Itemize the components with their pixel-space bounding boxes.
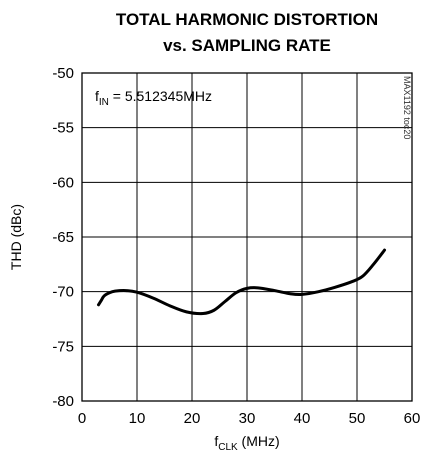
series-layer [97, 248, 386, 316]
y-tick-label: -55 [52, 120, 74, 137]
x-tick-label: 10 [129, 410, 146, 427]
x-tick-label: 20 [184, 410, 201, 427]
grid [82, 73, 412, 401]
y-tick-label: -80 [52, 393, 74, 410]
x-tick-label: 50 [349, 410, 366, 427]
x-axis-label-main: f [214, 433, 218, 449]
y-tick-label: -75 [52, 338, 74, 355]
y-tick-label: -50 [52, 65, 74, 82]
x-tick-label: 60 [404, 410, 421, 427]
plot-frame [81, 72, 413, 402]
y-tick-label: -60 [52, 174, 74, 191]
tick-labels: 0 10 20 30 40 50 60 -50 -55 -60 -65 -70 -75 -80 [52, 65, 420, 427]
x-axis-label-sub: CLK [218, 442, 238, 453]
fin-annotation-text: = 5.512345MHz [109, 88, 212, 104]
x-tick-label: 30 [239, 410, 256, 427]
figure-code: MAX1192 toc20 [402, 76, 412, 139]
x-axis-label-unit: (MHz) [238, 433, 280, 449]
fin-annotation-prefix: f [95, 88, 99, 104]
chart-subtitle: vs. SAMPLING RATE [163, 36, 331, 55]
y-tick-label: -70 [52, 284, 74, 301]
chart-title: TOTAL HARMONIC DISTORTION [116, 10, 378, 29]
y-tick-label: -65 [52, 229, 74, 246]
fin-annotation: fIN = 5.512345MHz [95, 88, 212, 108]
thd-series-line [97, 248, 386, 316]
fin-annotation-sub: IN [99, 97, 109, 108]
x-tick-label: 0 [78, 410, 86, 427]
x-tick-label: 40 [294, 410, 311, 427]
y-axis-label: THD (dBc) [8, 204, 24, 270]
x-axis-label: fCLK (MHz) [214, 433, 279, 453]
